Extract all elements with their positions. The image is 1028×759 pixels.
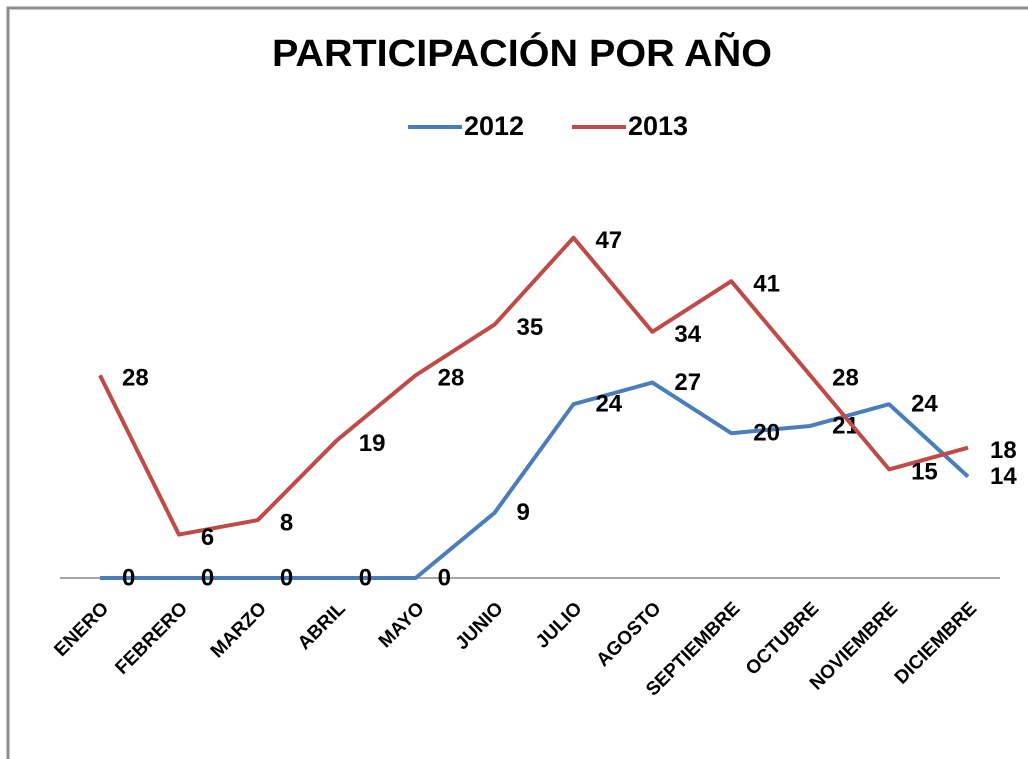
data-label: 0	[201, 564, 214, 591]
data-label: 28	[832, 365, 859, 392]
data-label: 8	[280, 509, 293, 536]
data-label: 34	[674, 321, 701, 348]
data-label: 15	[911, 459, 938, 486]
data-label: 28	[122, 365, 149, 392]
legend-label: 2013	[628, 111, 688, 141]
data-label: 0	[280, 564, 293, 591]
data-label: 24	[595, 391, 622, 418]
data-label: 0	[438, 564, 451, 591]
data-label: 35	[517, 314, 544, 341]
data-label: 0	[122, 564, 135, 591]
series-line	[98, 235, 969, 537]
data-label: 27	[674, 369, 701, 396]
data-label: 6	[201, 524, 214, 551]
data-label: 14	[990, 463, 1017, 490]
data-label: 24	[911, 391, 938, 418]
data-label: 9	[517, 499, 530, 526]
data-label: 28	[438, 365, 465, 392]
legend-label: 2012	[464, 111, 524, 141]
series-line	[100, 380, 970, 580]
data-label: 41	[753, 271, 780, 298]
chart-title: PARTICIPACIÓN POR AÑO	[272, 31, 772, 75]
chart-border	[6, 6, 1028, 759]
data-label: 20	[753, 420, 780, 447]
data-label: 0	[359, 564, 372, 591]
data-label: 47	[595, 227, 622, 254]
data-label: 18	[990, 437, 1017, 464]
data-label: 19	[359, 430, 386, 457]
